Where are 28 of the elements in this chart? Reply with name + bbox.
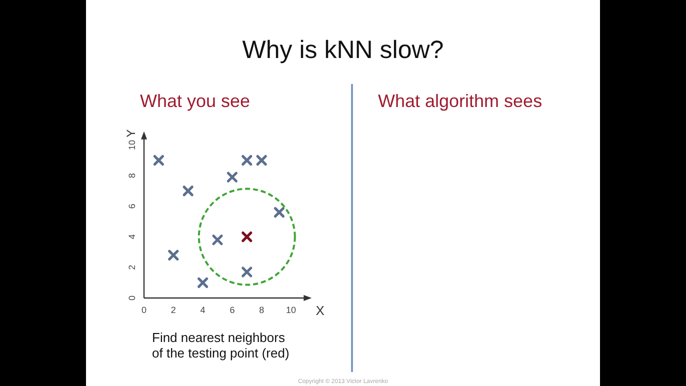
x-tick-label: 2 <box>170 305 176 315</box>
x-tick-label: 10 <box>286 305 296 315</box>
y-tick-label: 2 <box>127 264 137 270</box>
x-tick-label: 8 <box>259 305 264 315</box>
point <box>256 155 267 166</box>
y-tick-label: 10 <box>127 140 137 150</box>
y-tick-label: 8 <box>127 173 137 178</box>
point <box>168 250 179 260</box>
text: Find nearest neighbors of the testing point (red) <box>152 330 290 361</box>
y-tick-label: 0 <box>127 295 137 301</box>
point <box>274 207 285 218</box>
point <box>182 186 194 196</box>
point <box>212 234 223 246</box>
point <box>242 266 252 278</box>
text: What you see <box>140 91 250 111</box>
x-axis-title: X <box>316 303 325 318</box>
x-tick-label: 0 <box>141 305 147 315</box>
x-tick-label: 4 <box>200 305 206 315</box>
point <box>226 172 238 182</box>
y-axis-title: Y <box>124 129 138 138</box>
point <box>242 155 252 166</box>
y-tick-label: 6 <box>127 204 137 209</box>
point <box>198 277 208 288</box>
y-tick-label: 4 <box>127 234 137 240</box>
x-tick-label: 6 <box>230 305 235 315</box>
text: What algorithm sees <box>378 91 542 111</box>
chart-title: Why is kNN slow? <box>242 36 444 64</box>
point <box>153 155 164 166</box>
